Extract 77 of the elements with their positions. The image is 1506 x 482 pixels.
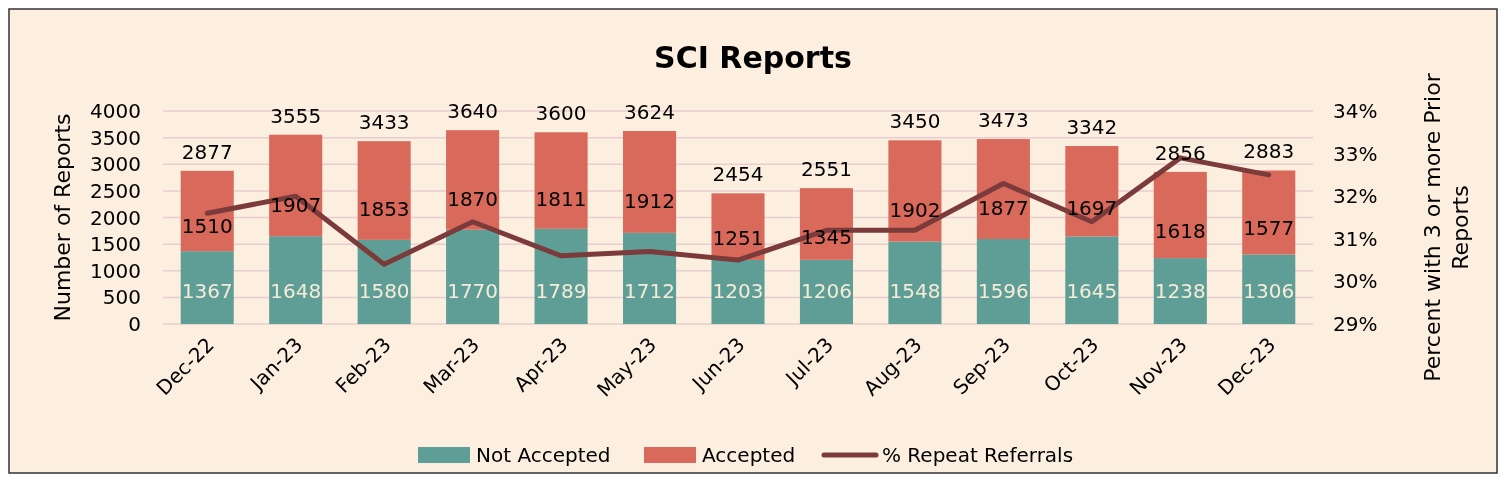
data-label: 1789 [535, 279, 587, 303]
bar [799, 259, 853, 324]
data-label: 1645 [1066, 279, 1118, 303]
bar [1242, 170, 1296, 255]
data-label: 1907 [270, 192, 322, 217]
total-label: 3433 [358, 110, 410, 135]
y2-axis-title: Percent with 3 or more Prior Reports [1420, 72, 1473, 382]
y-tick-label: 2500 [90, 178, 141, 203]
data-label: 1577 [1243, 215, 1295, 240]
total-label: 3640 [447, 99, 499, 124]
bar [1153, 258, 1207, 324]
total-label: 2551 [801, 157, 852, 182]
y2-tick-label: 34% [1333, 99, 1378, 123]
data-label: 1902 [889, 198, 941, 223]
bar [357, 141, 411, 240]
y2-tick-label: 30% [1333, 269, 1378, 294]
data-label: 1367 [181, 279, 233, 303]
legend-label: % Repeat Referrals [882, 443, 1074, 467]
data-label: 1251 [712, 226, 764, 251]
data-label: 1596 [977, 279, 1029, 303]
legend-label: Not Accepted [476, 443, 611, 467]
data-label: 1912 [624, 189, 675, 214]
data-label: 1811 [535, 186, 587, 211]
bar [1153, 171, 1207, 259]
total-label: 2877 [181, 139, 233, 164]
total-label: 3342 [1066, 115, 1118, 140]
data-label: 1580 [358, 279, 410, 303]
data-label: 1345 [801, 224, 852, 249]
y-tick-label: 1500 [90, 232, 141, 257]
data-label: 1877 [977, 196, 1029, 221]
chart-title: SCI Reports [654, 40, 852, 75]
y-tick-label: 3500 [90, 125, 141, 150]
y-tick-label: 0 [128, 312, 141, 336]
y2-tick-label: 33% [1333, 141, 1378, 166]
bar [269, 236, 323, 324]
data-label: 1306 [1243, 279, 1295, 303]
data-label: 1203 [712, 279, 764, 303]
total-label: 2856 [1154, 140, 1206, 165]
data-label: 1870 [447, 186, 499, 211]
data-label: 1510 [181, 213, 233, 238]
y2-tick-label: 29% [1333, 312, 1378, 336]
data-label: 1853 [358, 197, 410, 222]
y-tick-label: 3000 [90, 152, 141, 177]
data-label: 1548 [889, 279, 941, 303]
bar [888, 241, 942, 324]
bar [976, 239, 1030, 324]
y2-tick-label: 31% [1333, 226, 1378, 251]
y-tick-label: 1000 [90, 258, 141, 283]
total-label: 3450 [889, 109, 941, 134]
y-axis-title: Number of Reports [50, 113, 75, 322]
data-label: 1770 [447, 279, 499, 303]
bar [180, 251, 234, 324]
bar [711, 259, 765, 324]
bar [446, 130, 500, 230]
total-label: 3473 [977, 108, 1029, 133]
total-label: 3624 [624, 100, 675, 125]
bar [534, 132, 588, 229]
y2-tick-label: 32% [1333, 184, 1378, 209]
total-label: 2883 [1243, 139, 1295, 164]
bar [269, 134, 323, 237]
total-label: 3600 [535, 101, 587, 126]
bar [1242, 254, 1296, 324]
data-label: 1238 [1154, 279, 1206, 303]
legend-label: Accepted [702, 443, 796, 467]
bar [623, 131, 677, 233]
y-tick-label: 2000 [90, 205, 141, 230]
data-label: 1712 [624, 279, 675, 303]
total-label: 2454 [712, 162, 764, 187]
bar [446, 229, 500, 324]
data-label: 1648 [270, 279, 322, 303]
data-label: 1206 [801, 279, 852, 303]
total-label: 3555 [270, 103, 322, 128]
bar [1065, 236, 1119, 324]
data-label: 1697 [1066, 196, 1118, 221]
data-label: 1618 [1154, 218, 1206, 243]
y-tick-label: 4000 [90, 99, 141, 123]
y-tick-label: 500 [102, 285, 141, 310]
